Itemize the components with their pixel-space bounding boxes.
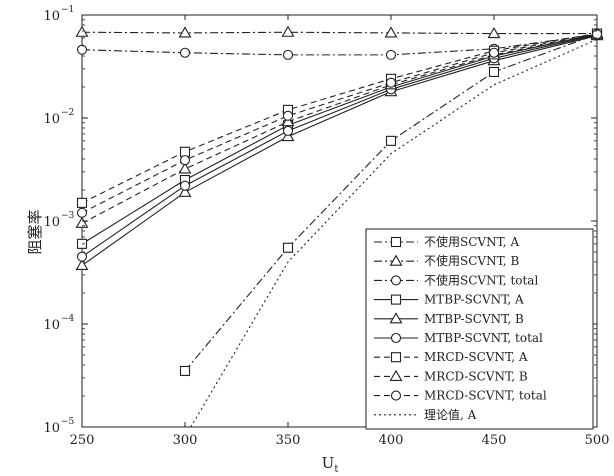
data-point-triangle <box>487 26 501 39</box>
data-point-circle <box>179 155 191 166</box>
legend-entry: MRCD-SCVNT, total <box>374 389 547 403</box>
x-tick-label: 500 <box>585 433 610 448</box>
series-line <box>81 31 597 35</box>
data-point-circle <box>390 390 402 401</box>
data-point-triangle <box>178 185 192 197</box>
data-point-triangle <box>384 26 398 38</box>
data-point-square <box>390 294 402 305</box>
legend-entry: 不使用SCVNT, B <box>374 253 519 268</box>
data-point-circle <box>390 275 402 286</box>
data-point-square <box>385 135 397 146</box>
series-line <box>81 33 598 245</box>
series-4 <box>76 29 603 249</box>
legend-label: 不使用SCVNT, A <box>424 234 519 249</box>
y-tick-label: 10 <box>43 421 60 436</box>
series-8 <box>75 27 604 228</box>
series-3 <box>76 29 603 60</box>
series-line <box>81 35 598 266</box>
data-point-square <box>488 66 500 77</box>
data-point-square <box>179 146 191 157</box>
data-point-triangle <box>281 25 295 37</box>
data-point-circle <box>76 207 88 218</box>
y-tick-label: 10 <box>43 215 60 230</box>
legend-label: MTBP-SCVNT, total <box>424 331 543 345</box>
data-point-square <box>390 352 402 363</box>
x-axis: 250 300 350 400 450 500 <box>70 15 610 448</box>
x-tick-label: 350 <box>276 433 301 448</box>
y-tick-exponent: −2 <box>61 108 74 118</box>
series-line <box>81 33 598 224</box>
y-tick-label: 10 <box>43 9 60 24</box>
data-point-square <box>179 365 191 377</box>
data-point-circle <box>385 49 397 60</box>
y-tick-exponent: −5 <box>61 417 75 427</box>
legend-entry: 理论值, A <box>374 407 477 422</box>
legend-label: MTBP-SCVNT, B <box>424 312 524 326</box>
data-point-triangle <box>75 216 89 228</box>
legend-label: 不使用SCVNT, total <box>424 272 538 287</box>
legend-entry: MTBP-SCVNT, A <box>374 293 524 307</box>
legend-entry: MTBP-SCVNT, B <box>374 312 524 326</box>
y-tick-label: 10 <box>43 318 60 333</box>
data-point-circle <box>282 125 294 136</box>
legend-box <box>365 228 594 430</box>
series-6 <box>76 29 603 262</box>
data-point-circle <box>179 47 191 58</box>
data-point-circle <box>591 29 603 40</box>
data-point-square <box>76 197 88 208</box>
data-point-triangle <box>389 254 403 266</box>
data-point-square <box>390 236 402 248</box>
y-tick-exponent: −3 <box>61 211 75 221</box>
legend-entry: MRCD-SCVNT, B <box>374 369 528 383</box>
data-point-circle <box>76 44 88 55</box>
legend-label: MRCD-SCVNT, B <box>424 369 528 383</box>
series-line <box>190 38 598 428</box>
y-axis: 10−510−410−310−210−1 <box>43 5 597 436</box>
x-axis-title: Ut <box>322 454 339 475</box>
series-2 <box>75 25 604 39</box>
legend-entry: MRCD-SCVNT, A <box>374 350 528 364</box>
legend: 不使用SCVNT, A 不使用SCVNT, B 不使用SCVNT, total MTB… <box>365 228 594 430</box>
series-line <box>81 33 598 56</box>
legend-entry: 不使用SCVNT, A <box>374 234 519 249</box>
data-point-square <box>282 242 294 253</box>
legend-label: 不使用SCVNT, B <box>424 253 519 268</box>
data-point-circle <box>488 47 500 58</box>
x-tick-label: 250 <box>70 433 95 448</box>
x-tick-label: 300 <box>173 433 198 448</box>
y-tick-label: 10 <box>43 112 60 127</box>
data-point-circle <box>179 180 191 191</box>
series-line <box>81 33 598 214</box>
data-point-triangle <box>178 162 192 174</box>
data-point-triangle <box>75 258 89 271</box>
data-point-triangle <box>389 312 403 324</box>
series-7 <box>76 28 603 208</box>
legend-entry: 不使用SCVNT, total <box>374 272 538 287</box>
legend-label: 理论值, A <box>424 407 477 422</box>
x-tick-label: 450 <box>482 433 507 448</box>
series-10 <box>190 38 598 428</box>
data-point-circle <box>390 332 402 344</box>
data-point-circle <box>385 77 397 88</box>
legend-label: MRCD-SCVNT, total <box>424 389 547 403</box>
data-point-circle <box>282 49 294 60</box>
data-point-triangle <box>178 26 192 38</box>
y-tick-exponent: −4 <box>61 314 75 324</box>
data-point-triangle <box>75 25 89 37</box>
data-point-triangle <box>281 115 295 127</box>
x-tick-label: 400 <box>379 433 404 448</box>
data-point-circle <box>76 251 88 262</box>
y-axis-title: 阻塞率 <box>26 209 44 254</box>
legend-entry: MTBP-SCVNT, total <box>374 331 543 345</box>
data-point-triangle <box>389 369 403 381</box>
series-9 <box>76 29 603 218</box>
legend-label: MTBP-SCVNT, A <box>424 293 524 307</box>
series-line <box>81 33 598 204</box>
y-tick-exponent: −1 <box>61 5 74 15</box>
series-line <box>81 34 598 258</box>
legend-label: MRCD-SCVNT, A <box>424 350 528 364</box>
data-point-circle <box>282 110 294 121</box>
